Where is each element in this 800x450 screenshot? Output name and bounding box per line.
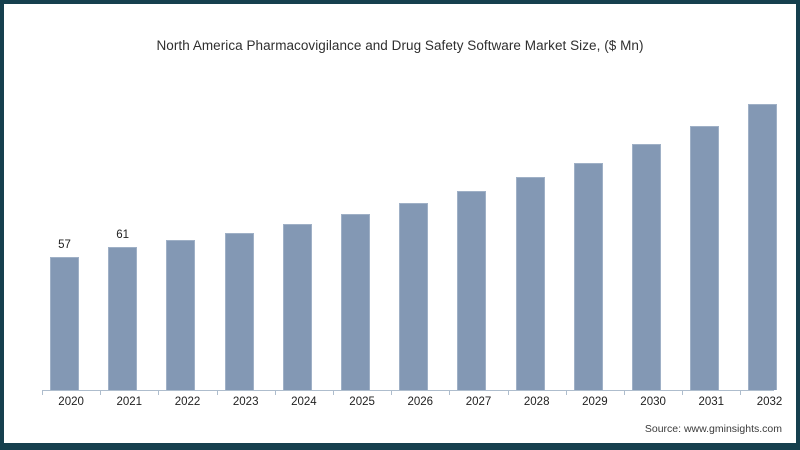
bar-slot <box>275 74 333 390</box>
x-axis-tick <box>274 390 276 395</box>
x-axis-label-2023: 2023 <box>232 396 259 408</box>
x-axis-tick <box>216 390 218 395</box>
bar-slot: 57 <box>42 74 100 390</box>
x-axis-label-2028: 2028 <box>523 396 550 408</box>
bar[interactable] <box>399 202 429 390</box>
x-axis-label-2020: 2020 <box>58 396 84 408</box>
x-axis-tick <box>333 390 334 395</box>
bar-slot <box>333 74 391 390</box>
x-axis-tick <box>391 390 393 395</box>
x-axis-tick <box>449 390 451 395</box>
bar[interactable] <box>166 240 196 390</box>
chart-title: North America Pharmacovigilance and Drug… <box>156 38 644 53</box>
x-axis-label-2031: 2031 <box>698 396 725 408</box>
x-axis-tick <box>507 390 509 395</box>
bar[interactable] <box>50 256 79 390</box>
bar[interactable] <box>108 247 138 390</box>
x-axis-tick <box>42 390 43 395</box>
x-axis-tick <box>740 390 742 395</box>
bar-slot <box>508 74 566 390</box>
x-axis-tick <box>565 390 567 395</box>
bar-value-label: 61 <box>116 229 130 242</box>
bar[interactable] <box>515 177 545 390</box>
bar-slot: 61 <box>100 74 158 390</box>
bar-slot <box>158 74 216 390</box>
bar[interactable] <box>632 144 661 390</box>
plot-area: 57 61 <box>42 74 778 390</box>
x-axis-label-2029: 2029 <box>582 396 608 408</box>
x-axis-tick <box>682 390 684 395</box>
x-axis-label-2032: 2032 <box>756 396 783 408</box>
bar-slot <box>682 74 740 390</box>
bar[interactable] <box>573 162 603 390</box>
bar-value-label: 57 <box>58 238 71 251</box>
x-axis-line <box>42 390 774 391</box>
bar-slot <box>391 74 449 390</box>
bar[interactable] <box>748 104 778 390</box>
bar[interactable] <box>341 214 370 390</box>
x-axis-label-2026: 2026 <box>407 396 434 408</box>
bar-slot <box>449 74 507 390</box>
bar[interactable] <box>282 223 312 390</box>
bar[interactable] <box>457 191 487 390</box>
x-axis-label-2022: 2022 <box>174 396 201 408</box>
x-axis-label-2025: 2025 <box>349 396 375 408</box>
bar[interactable] <box>690 125 720 390</box>
x-axis-label-2024: 2024 <box>291 396 317 408</box>
x-axis-label-2030: 2030 <box>640 396 666 408</box>
bar[interactable] <box>224 233 254 390</box>
x-axis-label-2027: 2027 <box>465 396 492 408</box>
bar-slot <box>624 74 682 390</box>
x-axis-tick <box>100 390 102 395</box>
x-axis-label-2021: 2021 <box>116 396 143 408</box>
bar-slot <box>740 74 796 390</box>
bar-slot <box>217 74 275 390</box>
x-axis-tick <box>158 390 160 395</box>
x-axis-tick <box>799 390 800 395</box>
bar-slot <box>566 74 624 390</box>
source-note: Source: www.gminsights.com <box>644 423 782 435</box>
x-axis-tick <box>624 390 625 395</box>
